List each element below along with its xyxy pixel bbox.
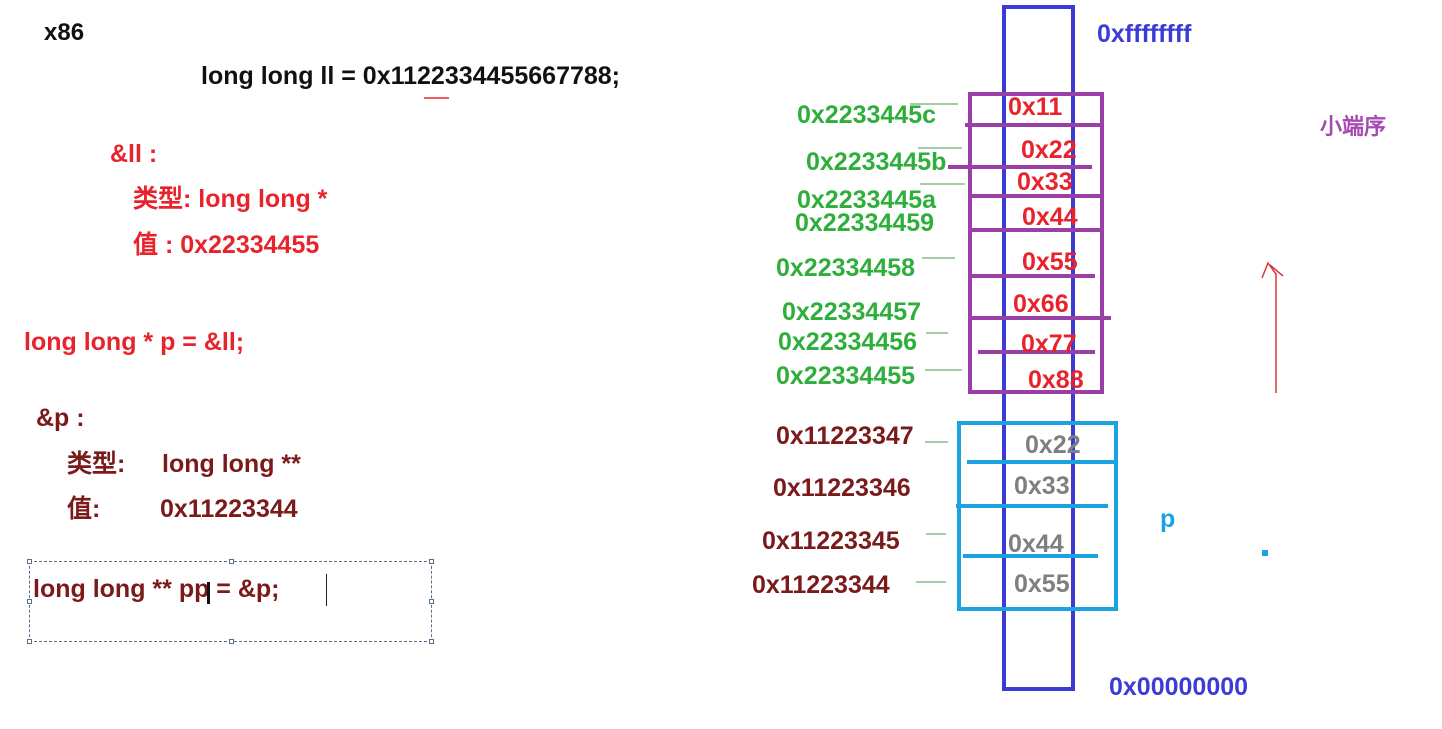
endianness-label: 小端序 — [1320, 114, 1387, 139]
addr-ll-type: 类型: long long * — [133, 185, 328, 213]
text-cursor — [326, 574, 327, 606]
ll-address-7: 0x22334455 — [776, 362, 916, 390]
ll-address-3: 0x22334459 — [795, 209, 935, 237]
addr-ll-value: 值 : 0x22334455 — [133, 231, 320, 259]
addr-p-value-value: 0x11223344 — [160, 495, 298, 523]
p-byte-2: 0x44 — [1008, 530, 1064, 558]
addr-p-label: &p : — [36, 404, 85, 432]
ll-address-2: 0x2233445a — [797, 186, 937, 214]
ll-byte-3: 0x44 — [1022, 203, 1078, 231]
addr-p-type-value: long long ** — [162, 450, 301, 478]
ll-block-border — [968, 92, 1104, 394]
resize-handle-e[interactable] — [429, 599, 434, 604]
ll-block-dividers — [948, 123, 1111, 354]
resize-handle-s[interactable] — [229, 639, 234, 644]
p-byte-0: 0x22 — [1025, 431, 1081, 459]
arch-label: x86 — [44, 19, 85, 46]
p-byte-1: 0x33 — [1014, 472, 1070, 500]
ll-address-0: 0x2233445c — [797, 101, 937, 129]
ll-byte-5: 0x66 — [1013, 290, 1069, 318]
p-block-dividers — [956, 460, 1115, 558]
ll-byte-2: 0x33 — [1017, 168, 1073, 196]
ll-address-4: 0x22334458 — [776, 254, 916, 282]
address-leader-lines — [910, 103, 965, 583]
top-address: 0xffffffff — [1097, 20, 1192, 48]
ll-byte-6: 0x77 — [1021, 330, 1077, 358]
memory-column — [1002, 5, 1075, 691]
p-address-3: 0x11223344 — [752, 571, 890, 599]
pp-text-box[interactable] — [27, 559, 434, 644]
addr-ll-label: &ll : — [110, 140, 158, 168]
resize-handle-sw[interactable] — [27, 639, 32, 644]
ll-byte-4: 0x55 — [1022, 248, 1078, 276]
ll-address-1: 0x2233445b — [806, 148, 947, 176]
p-address-1: 0x11223346 — [773, 474, 911, 502]
p-block-border — [957, 421, 1118, 611]
ll-byte-0: 0x11 — [1008, 93, 1063, 121]
ll-declaration: long long ll = 0x1122334455667788; — [201, 62, 621, 90]
p-label: p — [1160, 505, 1176, 533]
bottom-address: 0x00000000 — [1109, 673, 1249, 701]
ll-byte-7: 0x88 — [1028, 366, 1084, 394]
resize-handle-n[interactable] — [229, 559, 234, 564]
p-declaration: long long * p = &ll; — [24, 328, 245, 356]
ll-address-6: 0x22334456 — [778, 328, 918, 356]
resize-handle-ne[interactable] — [429, 559, 434, 564]
p-address-0: 0x11223347 — [776, 422, 914, 450]
upward-arrow-icon — [1261, 261, 1284, 393]
pp-declaration[interactable]: long long ** pp = &p; — [33, 575, 280, 603]
ll-address-5: 0x22334457 — [782, 298, 922, 326]
ibeam-cursor-icon — [207, 582, 210, 604]
resize-handle-se[interactable] — [429, 639, 434, 644]
p-address-2: 0x11223345 — [762, 527, 900, 555]
addr-p-type-key: 类型: — [67, 450, 126, 478]
resize-handle-w[interactable] — [27, 599, 32, 604]
p-byte-3: 0x55 — [1014, 570, 1070, 598]
addr-p-value-key: 值: — [67, 495, 101, 523]
resize-handle-nw[interactable] — [27, 559, 32, 564]
cyan-dot — [1262, 550, 1268, 556]
ll-byte-1: 0x22 — [1021, 136, 1077, 164]
